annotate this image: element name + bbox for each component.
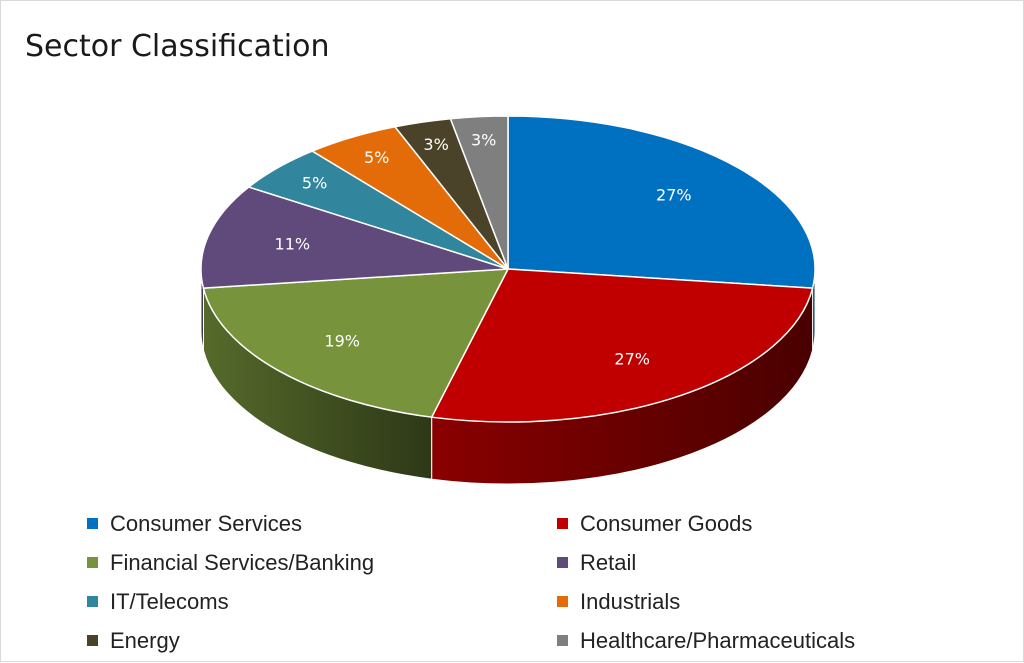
data-label-retail: 11% <box>275 235 311 254</box>
legend-label: Industrials <box>580 588 681 614</box>
legend-swatch <box>87 635 98 646</box>
legend-label: Retail <box>580 549 637 575</box>
legend-swatch <box>87 518 98 529</box>
legend: Consumer Services Consumer Goods Financial… <box>87 504 987 660</box>
data-label-financial-services-banking: 19% <box>324 331 360 350</box>
legend-swatch <box>87 557 98 568</box>
legend-label: Energy <box>110 627 180 653</box>
legend-swatch <box>87 596 98 607</box>
legend-label: Healthcare/Pharmaceuticals <box>580 627 856 653</box>
pie-slice-financial-services-banking <box>202 268 510 419</box>
pie-slice-consumer-goods <box>430 268 814 423</box>
legend-item-industrials: Industrials <box>557 582 987 621</box>
legend-item-consumer-goods: Consumer Goods <box>557 504 987 543</box>
legend-item-it-telecoms: IT/Telecoms <box>87 582 557 621</box>
chart-title: Sector Classification <box>25 29 330 64</box>
legend-item-financial-services-banking: Financial Services/Banking <box>87 543 557 582</box>
pie-slice-healthcare-pharmaceuticals <box>449 115 509 270</box>
data-label-healthcare-pharmaceuticals: 3% <box>471 131 496 150</box>
data-label-consumer-goods: 27% <box>614 350 650 369</box>
legend-label: Financial Services/Banking <box>110 549 375 575</box>
legend-swatch <box>557 596 568 607</box>
data-label-energy: 3% <box>423 135 448 154</box>
legend-item-energy: Energy <box>87 621 557 660</box>
legend-item-healthcare-pharmaceuticals: Healthcare/Pharmaceuticals <box>557 621 987 660</box>
legend-label: Consumer Services <box>110 510 302 536</box>
legend-swatch <box>557 635 568 646</box>
data-label-industrials: 5% <box>364 148 389 167</box>
pie-slice-consumer-services <box>507 115 816 289</box>
pie-top <box>200 115 816 423</box>
pie-data-labels: 27% 27% 19% 11% 5% 5% 3% 3% <box>275 131 692 369</box>
legend-item-consumer-services: Consumer Services <box>87 504 557 543</box>
data-label-it-telecoms: 5% <box>302 174 327 193</box>
legend-swatch <box>557 518 568 529</box>
legend-label: IT/Telecoms <box>110 588 229 614</box>
data-label-consumer-services: 27% <box>656 186 692 205</box>
legend-item-retail: Retail <box>557 543 987 582</box>
legend-label: Consumer Goods <box>580 510 753 536</box>
pie-slice-retail <box>200 186 509 289</box>
legend-swatch <box>557 557 568 568</box>
